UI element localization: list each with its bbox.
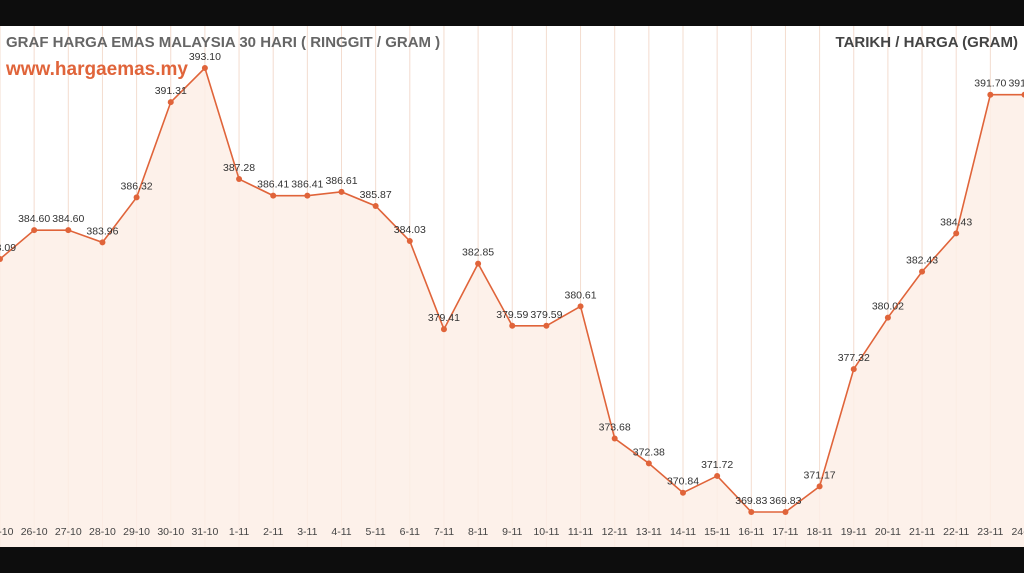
- legend-label: TARIKH / HARGA (GRAM): [835, 34, 1018, 51]
- data-label: 369.83: [735, 495, 767, 507]
- data-point: [270, 192, 277, 199]
- data-point: [884, 314, 891, 321]
- data-label: 391.70: [974, 78, 1006, 90]
- chart-plot: 383.09384.60384.60383.96386.32391.31393.…: [0, 26, 1024, 547]
- data-label: 379.59: [496, 309, 528, 321]
- data-label: 385.87: [360, 189, 392, 201]
- x-tick-label: 16-11: [738, 526, 764, 538]
- x-tick-label: 18-11: [807, 526, 833, 538]
- data-label: 386.32: [121, 180, 153, 192]
- x-tick-label: 20-11: [875, 526, 901, 538]
- data-point: [543, 322, 550, 329]
- data-label: 373.68: [599, 422, 631, 434]
- x-tick-label: 9-11: [502, 526, 522, 538]
- data-label: 391.31: [155, 85, 187, 97]
- data-label: 382.85: [462, 247, 494, 259]
- data-label: 384.60: [52, 213, 84, 225]
- data-point: [201, 65, 208, 71]
- data-point: [0, 255, 3, 262]
- data-point: [31, 227, 38, 234]
- data-point: [372, 202, 379, 209]
- x-tick-label: 6-11: [400, 526, 420, 538]
- x-tick-label: 7-11: [434, 526, 454, 538]
- x-tick-label: 27-10: [55, 526, 82, 538]
- x-tick-label: 12-11: [602, 526, 628, 538]
- data-point: [645, 460, 652, 467]
- x-tick-label: 13-11: [636, 526, 662, 538]
- data-label: 386.41: [257, 179, 289, 191]
- x-tick-label: 10-11: [533, 526, 559, 538]
- data-label: 393.10: [189, 51, 221, 63]
- x-tick-label: 21-11: [909, 526, 935, 538]
- data-label: 371.17: [804, 469, 836, 481]
- x-tick-label: 15-11: [704, 526, 730, 538]
- chart-subtitle: www.hargaemas.my: [6, 59, 188, 80]
- data-point: [133, 194, 140, 201]
- x-tick-label: 23-11: [977, 526, 1003, 538]
- x-tick-label: 31-10: [191, 526, 218, 538]
- chart: 383.09384.60384.60383.96386.32391.31393.…: [0, 26, 1024, 547]
- data-label: 386.61: [325, 175, 357, 187]
- x-tick-label: 8-11: [468, 526, 488, 538]
- data-label: 382.43: [906, 255, 938, 267]
- data-label: 372.38: [633, 446, 665, 458]
- data-label: 391.70: [1008, 78, 1024, 90]
- data-point: [304, 192, 311, 199]
- data-label: 380.61: [564, 289, 596, 301]
- data-point: [611, 435, 618, 442]
- x-tick-label: 3-11: [297, 526, 317, 538]
- x-tick-label: 19-11: [841, 526, 867, 538]
- data-point: [1021, 91, 1024, 98]
- data-label: 377.32: [838, 352, 870, 364]
- data-label: 379.59: [530, 309, 562, 321]
- data-point: [680, 489, 686, 496]
- x-tick-label: 5-11: [366, 526, 386, 538]
- x-tick-label: 29-10: [123, 526, 150, 538]
- data-point: [406, 238, 413, 245]
- data-label: 386.41: [291, 179, 323, 191]
- chart-title: GRAF HARGA EMAS MALAYSIA 30 HARI ( RINGG…: [6, 34, 441, 51]
- data-point: [748, 509, 755, 515]
- data-point: [782, 509, 789, 515]
- data-point: [953, 230, 960, 237]
- data-label: 384.03: [394, 224, 426, 236]
- data-label: 371.72: [701, 459, 733, 471]
- x-tick-label: 26-10: [21, 526, 48, 538]
- data-point: [987, 91, 994, 98]
- data-point: [236, 176, 243, 183]
- x-tick-label: 2-11: [263, 526, 283, 538]
- x-tick-label: 28-10: [89, 526, 116, 538]
- data-point: [816, 483, 823, 490]
- x-tick-label: 11-11: [568, 526, 593, 538]
- data-point: [167, 99, 174, 106]
- data-point: [65, 227, 72, 234]
- x-tick-label: 30-10: [157, 526, 184, 538]
- data-label: 380.02: [872, 301, 904, 313]
- data-label: 387.28: [223, 162, 255, 174]
- data-label: 370.84: [667, 476, 699, 488]
- x-tick-label: 17-11: [772, 526, 798, 538]
- data-point: [714, 472, 721, 479]
- data-label: 369.83: [769, 495, 801, 507]
- data-label: 379.41: [428, 312, 460, 324]
- x-tick-label: 1-11: [229, 526, 249, 538]
- x-tick-label: 14-11: [670, 526, 696, 538]
- data-point: [99, 239, 106, 246]
- data-point: [475, 260, 482, 267]
- data-label: 383.96: [86, 225, 118, 237]
- data-point: [919, 268, 926, 275]
- x-tick-label: 4-11: [331, 526, 351, 538]
- data-point: [577, 303, 584, 310]
- data-point: [440, 326, 447, 333]
- x-tick-label: 24-11: [1011, 526, 1024, 538]
- data-label: 384.43: [940, 216, 972, 228]
- data-point: [338, 188, 345, 195]
- x-tick-label: 25-10: [0, 526, 14, 538]
- data-point: [850, 366, 857, 373]
- x-tick-label: 22-11: [943, 526, 969, 538]
- data-label: 384.60: [18, 213, 50, 225]
- data-point: [509, 322, 516, 329]
- data-label: 383.09: [0, 242, 16, 254]
